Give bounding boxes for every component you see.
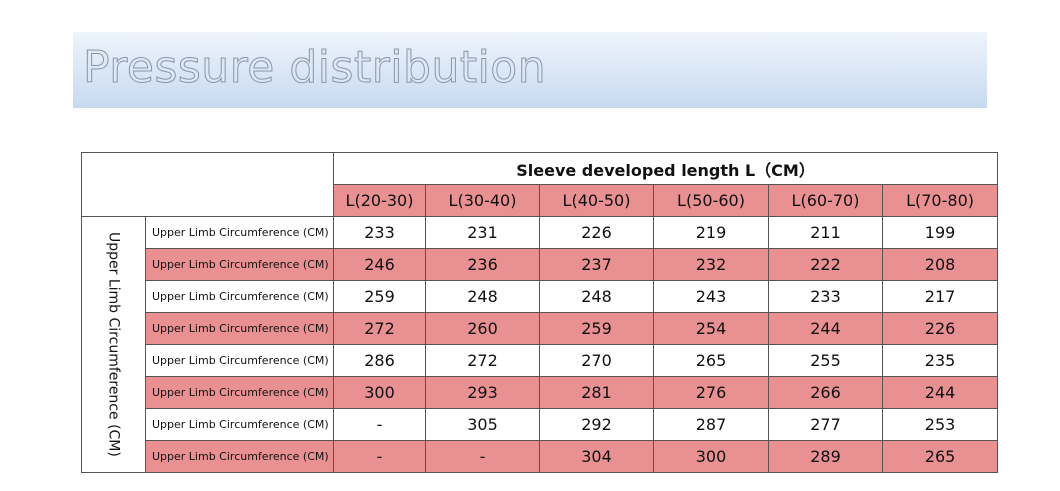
cell: 235: [881, 344, 999, 377]
row-label: Upper Limb Circumference (CM): [145, 376, 334, 409]
column-header: L(30-40): [425, 184, 540, 217]
cell: 226: [881, 312, 999, 345]
cell: 236: [425, 248, 540, 281]
cell: 300: [653, 440, 769, 473]
row-label: Upper Limb Circumference (CM): [145, 312, 334, 345]
cell: 231: [425, 216, 540, 249]
cell: 208: [881, 248, 999, 281]
column-header: L(50-60): [653, 184, 769, 217]
cell: 222: [768, 248, 883, 281]
cell: 259: [333, 280, 426, 313]
cell: 244: [881, 376, 999, 409]
cell: -: [333, 440, 426, 473]
cell: 300: [333, 376, 426, 409]
data-row: Upper Limb Circumference (CM) Upper Limb …: [81, 216, 999, 473]
column-header: L(70-80): [881, 184, 999, 217]
column-group-header: Sleeve developed length L（CM）: [332, 152, 999, 185]
row-label: Upper Limb Circumference (CM): [145, 280, 334, 313]
data-row: Upper Limb Circumference (CM) 259 248 248 24…: [82, 280, 999, 313]
data-row: Upper Limb Circumference (CM) 272 260 259 25…: [82, 312, 999, 345]
row-label: Upper Limb Circumference (CM): [145, 248, 334, 281]
cell: 292: [539, 408, 654, 441]
column-header: L(20-30): [333, 184, 426, 217]
cell: 248: [425, 280, 540, 313]
cell: 248: [539, 280, 654, 313]
row-label: Upper Limb Circumference (CM): [145, 408, 334, 441]
cell: 199: [881, 216, 999, 249]
cell: 265: [653, 344, 769, 377]
cell: 270: [539, 344, 654, 377]
header-row: L(20-30) L(30-40) L(40-50) L(50-60) L(60-70)…: [82, 184, 999, 217]
cell: 272: [425, 344, 540, 377]
cell: 254: [653, 312, 769, 345]
cell: 226: [539, 216, 654, 249]
data-row: Upper Limb Circumference (CM) -305 292 287 2…: [82, 408, 999, 441]
cell: 219: [653, 216, 769, 249]
cell: 243: [653, 280, 769, 313]
row-group-header: Upper Limb Circumference (CM): [81, 216, 146, 473]
cell: 237: [539, 248, 654, 281]
cell: 233: [333, 216, 426, 249]
cell: 217: [881, 280, 999, 313]
cell: 277: [768, 408, 883, 441]
corner-cell: [81, 152, 334, 217]
cell: 253: [881, 408, 999, 441]
data-row: Upper Limb Circumference (CM) 300 293 281 27…: [82, 376, 999, 409]
row-label: Upper Limb Circumference (CM): [145, 216, 334, 249]
data-row: Upper Limb Circumference (CM) 286 272 270 26…: [82, 344, 999, 377]
page-title: Pressure distribution: [82, 42, 547, 94]
cell: 286: [333, 344, 426, 377]
cell: 259: [539, 312, 654, 345]
cell: 244: [768, 312, 883, 345]
cell: 255: [768, 344, 883, 377]
cell: 246: [333, 248, 426, 281]
row-label: Upper Limb Circumference (CM): [145, 440, 334, 473]
column-header: L(60-70): [768, 184, 883, 217]
cell: 305: [425, 408, 540, 441]
cell: 265: [881, 440, 999, 473]
header-row: Sleeve developed length L（CM）: [81, 152, 999, 217]
cell: 276: [653, 376, 769, 409]
row-label: Upper Limb Circumference (CM): [145, 344, 334, 377]
cell: 293: [425, 376, 540, 409]
data-row: Upper Limb Circumference (CM) - -304 300 289…: [82, 440, 999, 473]
cell: -: [333, 408, 426, 441]
title-banner: Pressure distribution: [73, 32, 987, 108]
pressure-table: Sleeve developed length L（CM） L(20-30) L(3…: [81, 152, 999, 473]
cell: 287: [653, 408, 769, 441]
cell: 281: [539, 376, 654, 409]
cell: 272: [333, 312, 426, 345]
cell: 304: [539, 440, 654, 473]
cell: 260: [425, 312, 540, 345]
column-header: L(40-50): [539, 184, 654, 217]
cell: 233: [768, 280, 883, 313]
data-row: Upper Limb Circumference (CM) 246 236 237 23…: [82, 248, 999, 281]
cell: 266: [768, 376, 883, 409]
cell: -: [425, 440, 540, 473]
cell: 289: [768, 440, 883, 473]
cell: 232: [653, 248, 769, 281]
cell: 211: [768, 216, 883, 249]
